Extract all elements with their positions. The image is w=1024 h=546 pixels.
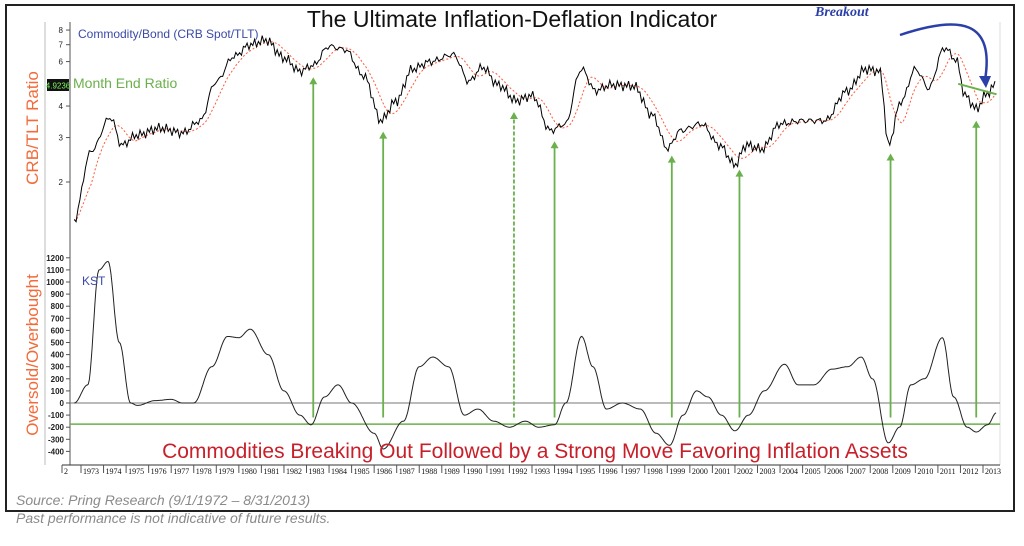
kst-tick-label: 1200 [46,254,64,263]
signal-arrowhead [379,131,388,139]
year-label: 1987 [399,467,415,476]
year-label: 2012 [962,467,978,476]
year-label: 1990 [466,467,482,476]
year-label: 2011 [940,467,956,476]
kst-tick-label: 400 [51,351,65,360]
source-note: Source: Pring Research (9/1/1972 – 8/31/… [16,492,311,508]
breakout-arrowhead [979,76,991,88]
ratio-moving-average [73,41,996,222]
kst-line [74,260,997,450]
ratio-axis-title: CRB/TLT Ratio [23,71,42,185]
kst-tick-label: 1000 [46,278,64,287]
year-label: 1995 [579,467,595,476]
year-label: 1973 [83,467,99,476]
ratio-tick-label: 3 [59,134,64,143]
signal-arrowhead [509,112,518,120]
kst-tick-label: 700 [51,314,65,323]
kst-tick-label: 100 [51,387,65,396]
year-label: 1992 [511,467,527,476]
signal-arrowhead [735,169,744,177]
year-label: 2013 [985,467,1001,476]
ratio-tick-label: 2 [59,178,64,187]
kst-tick-label: -300 [48,435,65,444]
ratio-line [73,35,996,223]
year-label: 1991 [489,467,505,476]
breakout-arrow [899,23,988,81]
last-value-label: 4.9236 [46,82,71,91]
year-label: 1982 [286,467,302,476]
year-label: 2 [64,467,68,476]
year-label: 2010 [917,467,933,476]
signal-arrowhead [309,77,318,85]
year-label: 1989 [444,467,460,476]
year-label: 1984 [331,467,347,476]
kst-tick-label: 200 [51,375,65,384]
signal-arrowhead [972,120,981,128]
year-label: 2007 [850,467,866,476]
year-label: 1998 [647,467,663,476]
signal-arrowhead [667,155,676,163]
ratio-tick-label: 7 [59,41,64,50]
year-label: 1974 [106,467,122,476]
year-label: 1975 [128,467,144,476]
year-label: 1981 [263,467,279,476]
year-label: 2004 [782,467,798,476]
year-label: 1999 [669,467,685,476]
breakout-trendline [957,82,997,96]
year-label: 2005 [805,467,821,476]
kst-legend: KST [82,274,106,288]
kst-tick-label: -200 [48,423,65,432]
year-label: 1994 [557,467,573,476]
year-label: 1997 [624,467,640,476]
year-label: 1988 [421,467,437,476]
year-label: 1980 [241,467,257,476]
kst-tick-label: 500 [51,339,65,348]
kst-tick-label: 300 [51,363,65,372]
last-value-box [47,79,69,91]
month-end-caption: Month End Ratio [73,75,177,91]
year-label: 2008 [872,467,888,476]
year-label: 1976 [151,467,167,476]
breakout-annotation: Breakout [814,5,870,20]
kst-axis-title: Oversold/Overbought [23,274,42,436]
year-label: 1979 [218,467,234,476]
kst-tick-label: 0 [60,399,65,408]
ratio-legend: Commodity/Bond (CRB Spot/TLT) [78,27,259,41]
year-label: 1993 [534,467,550,476]
caption: Commodities Breaking Out Followed by a S… [162,440,908,463]
year-label: 2003 [760,467,776,476]
chart-frame [5,4,1015,512]
year-label: 2001 [714,467,730,476]
year-label: 1983 [309,467,325,476]
year-label: 2009 [895,467,911,476]
kst-tick-label: 600 [51,326,65,335]
year-label: 1996 [602,467,618,476]
ratio-tick-label: 8 [59,26,64,35]
kst-tick-label: 800 [51,302,65,311]
year-label: 2006 [827,467,843,476]
signal-arrowhead [550,141,559,149]
kst-tick-label: -400 [48,447,65,456]
year-label: 2000 [692,467,708,476]
kst-tick-label: 1100 [47,266,65,275]
year-label: 1978 [196,467,212,476]
kst-tick-label: 900 [51,290,65,299]
chart-title: The Ultimate Inflation-Deflation Indicat… [307,6,718,32]
disclaimer: Past performance is not indicative of fu… [16,510,331,526]
year-label: 2002 [737,467,753,476]
ratio-tick-label: 4 [59,102,64,111]
signal-arrowhead [886,153,895,161]
year-label: 1977 [173,467,189,476]
kst-tick-label: -100 [48,411,65,420]
year-label: 1985 [354,467,370,476]
year-label: 1986 [376,467,392,476]
ratio-tick-label: 6 [59,58,64,67]
